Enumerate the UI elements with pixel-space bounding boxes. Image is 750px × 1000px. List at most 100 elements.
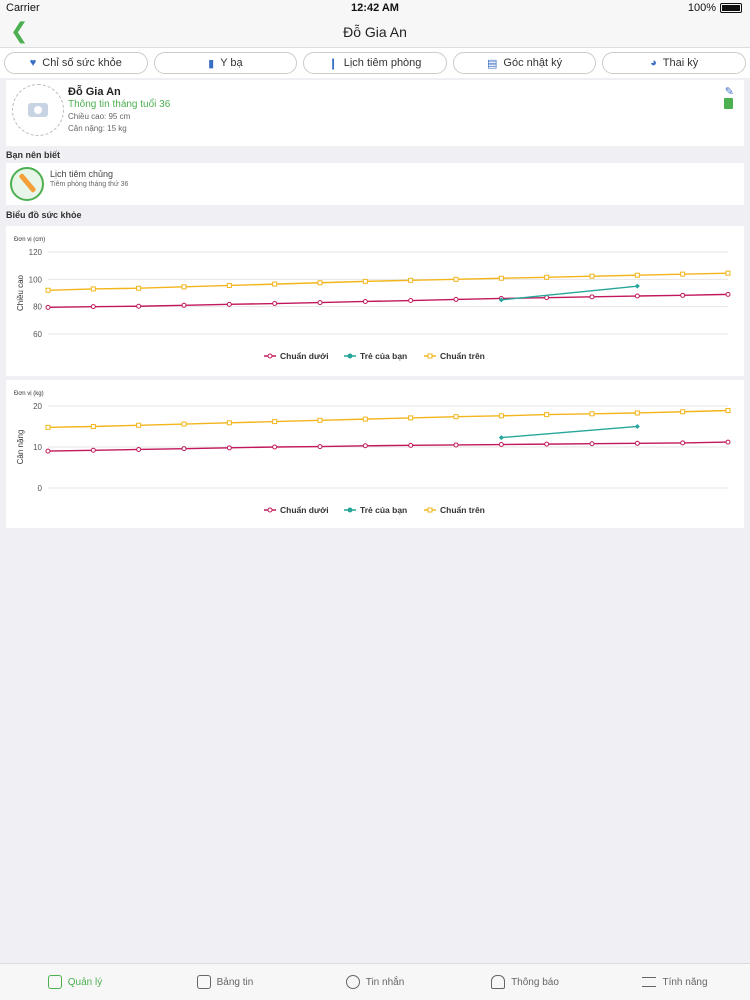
data-point [589,411,595,417]
feature-tabs: ♥ Chỉ số sức khỏe ▮ Y bạ ❙ Lịch tiêm phò… [0,48,750,78]
data-point [136,446,142,452]
unit-label: Đơn vị (kg) [14,391,44,397]
camera-icon [28,103,48,117]
legend-label: Chuẩn dưới [280,505,329,515]
y-tick-label: 60 [33,330,42,339]
legend-marker [347,353,353,359]
y-tick-label: 10 [33,443,42,452]
tab-pregnancy[interactable]: ◕ Thai kỳ [602,52,746,74]
unit-label: Đơn vị (cm) [14,237,45,243]
legend-label: Chuẩn dưới [280,351,329,361]
tab-label: Thai kỳ [662,57,699,69]
legend-label: Chuẩn trên [440,505,485,515]
legend-marker [427,507,433,513]
status-bar: Carrier 12:42 AM 100% [0,0,750,16]
data-point [680,440,686,446]
data-point [90,447,96,453]
height-chart: Đơn vị (cm) Chiều cao 60 80 100 120 Chuẩn dưới… [14,237,731,361]
data-point [634,424,640,429]
data-point [408,415,414,421]
back-icon[interactable]: ❮ [10,18,29,43]
tabbar-label: Tin nhắn [365,976,405,988]
weight-value: Cân nặng: 15 kg [68,124,127,133]
data-point [90,286,96,292]
height-chart-card: Đơn vị (cm) Chiều cao 60 80 100 120 Chuẩn dưới… [6,226,744,376]
heart-icon: ♥ [29,57,37,69]
data-point [680,409,686,415]
y-tick-label: 0 [38,484,43,493]
data-point [226,301,232,307]
diary-icon: ▤ [487,57,498,70]
data-point [725,270,731,276]
series-line [47,272,729,291]
data-point [634,293,640,299]
data-point [408,298,414,304]
edit-icon[interactable]: ✎ [724,86,734,98]
reminder-subtitle: Tiêm phòng tháng thứ 36 [50,181,129,188]
tab-diary[interactable]: ▤ Góc nhật ký [452,52,597,74]
data-point [453,276,459,282]
data-point [680,271,686,277]
tab-health-index[interactable]: ♥ Chỉ số sức khỏe [4,52,148,74]
data-point [317,300,323,306]
series-line [47,441,729,452]
tabbar-manage[interactable]: Quản lý [0,964,150,1000]
data-point [634,272,640,278]
document-icon[interactable] [724,98,733,109]
data-point [498,275,504,281]
status-right: 100% [688,2,742,14]
status-time: 12:42 AM [351,2,399,14]
syringe-icon: ❙ [328,57,338,70]
data-point [589,273,595,279]
tabbar-label: Thông báo [511,976,559,988]
data-point [634,283,640,289]
profile-card: Đỗ Gia An Thông tin tháng tuổi 36 Chiều … [6,80,744,146]
bottom-tab-bar: Quản lý Bảng tin Tin nhắn Thông báo Tính… [0,963,750,1000]
y-axis-label: Chiều cao [16,274,25,311]
data-point [226,420,232,426]
data-point [725,439,731,445]
data-point [544,295,550,301]
data-point [45,287,51,293]
data-point [362,416,368,422]
carrier-label: Carrier [6,2,40,14]
data-point [634,440,640,446]
tab-label: Chỉ số sức khỏe [42,57,122,69]
data-point [136,285,142,291]
data-point [136,303,142,309]
tab-vaccination[interactable]: ❙ Lịch tiêm phòng [303,52,447,74]
navigation-bar: ❮ Đỗ Gia An [0,16,750,48]
tab-label: Y bạ [220,57,243,69]
manage-icon [47,975,62,989]
menu-icon [642,977,657,987]
data-point [90,304,96,310]
reminder-title: Lịch tiêm chủng [50,169,114,179]
tabbar-messages[interactable]: Tin nhắn [300,964,450,1000]
data-point [45,424,51,430]
data-point [544,274,550,280]
data-point [272,419,278,425]
data-point [362,443,368,449]
battery-icon [720,3,742,13]
data-point [181,446,187,452]
data-point [136,422,142,428]
data-point [680,292,686,298]
legend-label: Chuẩn trên [440,351,485,361]
page-title: Đỗ Gia An [343,24,407,40]
data-point [362,278,368,284]
series-line [501,285,638,301]
tabbar-label: Tính năng [662,976,708,988]
data-point [181,302,187,308]
tabbar-features[interactable]: Tính năng [600,964,750,1000]
avatar[interactable] [12,84,64,136]
tabbar-news[interactable]: Bảng tin [150,964,300,1000]
tab-medical-book[interactable]: ▮ Y bạ [153,52,298,74]
tabbar-label: Quản lý [67,976,103,988]
data-point [317,417,323,423]
section-title-know: Bạn nên biết [6,150,61,160]
vaccination-reminder[interactable]: Lịch tiêm chủng Tiêm phòng tháng thứ 36 [6,163,744,205]
data-point [226,282,232,288]
data-point [272,301,278,307]
tabbar-notifications[interactable]: Thông báo [450,964,600,1000]
legend-label: Trẻ của bạn [360,505,407,515]
